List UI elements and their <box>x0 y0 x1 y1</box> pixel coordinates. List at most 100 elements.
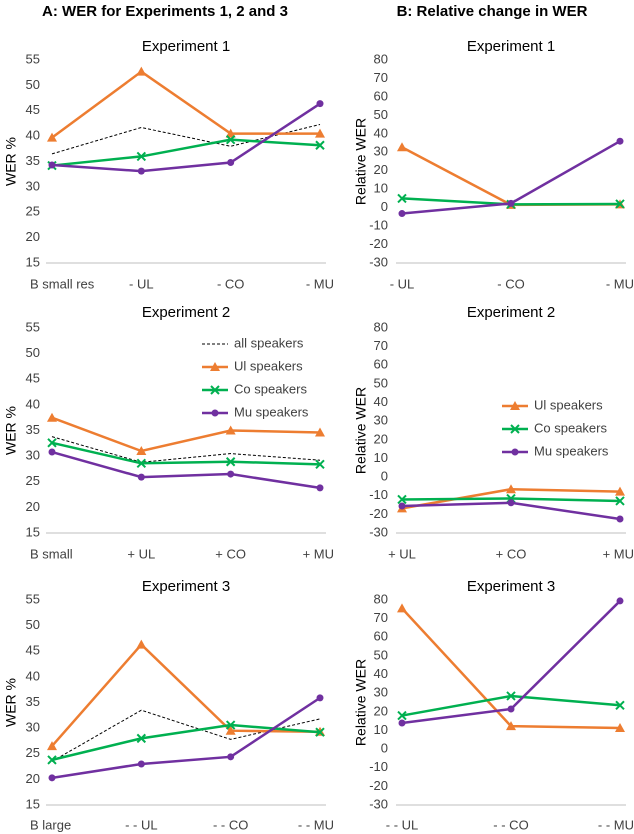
y-tick-label: -10 <box>369 759 388 774</box>
marker <box>47 741 57 751</box>
x-tick-label: - - MU <box>598 817 634 832</box>
marker <box>47 755 57 765</box>
y-tick-label: -20 <box>369 778 388 793</box>
y-tick-label: 20 <box>374 703 388 718</box>
marker <box>510 424 520 434</box>
marker <box>315 459 325 470</box>
series-line <box>51 441 321 466</box>
y-tick-label: 0 <box>381 199 388 214</box>
x-tick-label: + MU <box>303 546 334 561</box>
marker <box>225 720 236 730</box>
marker <box>136 458 147 469</box>
marker <box>137 760 145 768</box>
legend-label: Co speakers <box>234 381 307 396</box>
legend-label: Co speakers <box>534 420 607 435</box>
series-line <box>51 123 321 155</box>
x-tick-label: - - MU <box>298 817 334 832</box>
series-line <box>51 709 321 762</box>
x-tick-label: - MU <box>606 276 634 291</box>
y-tick-label: 30 <box>374 144 388 159</box>
marker <box>506 484 516 494</box>
marker <box>507 499 515 507</box>
y-tick-label: 55 <box>26 591 40 606</box>
marker <box>136 151 147 162</box>
series-line <box>51 642 321 747</box>
marker <box>136 733 147 744</box>
y-tick-label: 30 <box>26 720 40 735</box>
y-tick-label: 40 <box>374 666 388 681</box>
marker <box>227 470 235 478</box>
y-tick-label: 55 <box>26 51 40 66</box>
y-axis-title: Relative WER <box>353 387 369 474</box>
marker <box>47 412 57 422</box>
marker <box>510 401 520 410</box>
marker <box>397 142 407 152</box>
marker <box>398 502 406 510</box>
x-tick-label: + UL <box>127 546 155 561</box>
y-tick-label: 70 <box>374 610 388 625</box>
marker <box>398 210 406 218</box>
y-tick-label: 55 <box>26 319 40 334</box>
chart-title: Experiment 3 <box>142 578 230 595</box>
marker <box>397 494 407 505</box>
marker <box>227 159 235 167</box>
y-tick-label: 80 <box>374 591 388 606</box>
marker <box>47 438 57 448</box>
y-tick-label: 25 <box>26 745 40 760</box>
y-tick-label: 50 <box>374 647 388 662</box>
y-tick-label: 50 <box>374 375 388 390</box>
y-tick-label: 30 <box>26 178 40 193</box>
legend-label: Ul speakers <box>534 397 603 412</box>
y-tick-label: 20 <box>374 162 388 177</box>
y-tick-label: 10 <box>374 450 388 465</box>
marker <box>137 473 145 481</box>
y-tick-label: 20 <box>26 771 40 786</box>
marker <box>315 727 325 737</box>
marker <box>616 515 624 523</box>
chart-title: Experiment 2 <box>467 304 555 321</box>
y-axis-title: WER % <box>3 406 19 455</box>
y-tick-label: 40 <box>26 396 40 411</box>
marker <box>210 362 220 371</box>
marker <box>506 691 516 701</box>
y-tick-label: 20 <box>374 431 388 446</box>
marker <box>47 132 57 142</box>
marker <box>507 705 515 713</box>
marker <box>316 484 324 492</box>
y-tick-label: -20 <box>369 236 388 251</box>
marker <box>315 128 325 138</box>
marker <box>616 137 624 145</box>
y-tick-label: 70 <box>374 70 388 85</box>
y-tick-label: 20 <box>26 499 40 514</box>
marker <box>615 723 625 733</box>
y-tick-label: 50 <box>26 345 40 360</box>
y-tick-label: 20 <box>26 229 40 244</box>
marker <box>316 694 324 702</box>
y-tick-label: 0 <box>381 741 388 756</box>
marker <box>397 603 407 613</box>
series-line <box>51 436 321 463</box>
panel-header: B: Relative change in WER <box>397 3 588 20</box>
y-tick-label: 30 <box>26 448 40 463</box>
y-tick-label: -10 <box>369 218 388 233</box>
legend-label: Mu speakers <box>534 443 609 458</box>
legend-label: Ul speakers <box>234 358 303 373</box>
x-tick-label: - UL <box>129 276 154 291</box>
y-tick-label: 40 <box>374 125 388 140</box>
y-tick-label: 15 <box>26 524 40 539</box>
series-line <box>51 416 321 453</box>
x-tick-label: + CO <box>496 546 527 561</box>
x-tick-label: - - CO <box>213 817 248 832</box>
y-tick-label: -30 <box>369 254 388 269</box>
y-axis-title: Relative WER <box>353 659 369 746</box>
marker <box>225 457 236 467</box>
marker <box>315 140 325 150</box>
y-tick-label: 60 <box>374 88 388 103</box>
legend-label: all speakers <box>234 335 304 350</box>
marker <box>210 385 220 395</box>
x-tick-label: - CO <box>217 276 244 291</box>
chart-title: Experiment 2 <box>142 304 230 321</box>
x-tick-label: B small res <box>30 276 95 291</box>
series-line <box>51 450 321 490</box>
